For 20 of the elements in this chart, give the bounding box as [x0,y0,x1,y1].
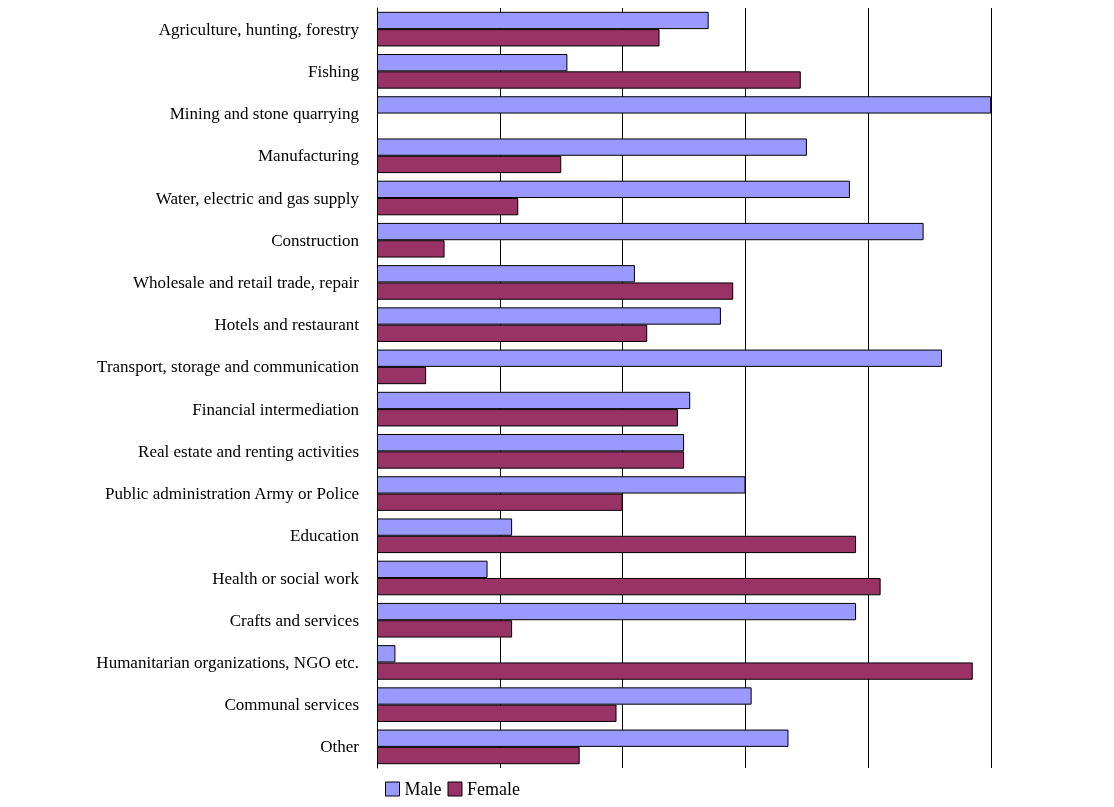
y-tick-label: Crafts and services [229,610,359,630]
y-tick-label: Financial intermediation [192,399,360,419]
legend-label: Male [404,779,442,799]
y-tick-label: Mining and stone quarrying [169,104,360,124]
y-tick-label: Humanitarian organizations, NGO etc. [96,652,359,672]
y-tick-label: Other [320,737,360,757]
y-tick-label: Health or social work [212,568,360,588]
y-tick-label: Manufacturing [257,146,360,166]
y-tick-label: Agriculture, hunting, forestry [158,19,360,39]
y-tick-label: Public administration Army or Police [104,484,359,504]
y-tick-label: Wholesale and retail trade, repair [132,272,360,292]
legend-label: Female [466,779,520,799]
y-tick-label: Transport, storage and communication [97,357,360,377]
y-tick-label: Construction [271,230,360,250]
y-tick-label: Real estate and renting activities [138,441,359,461]
y-tick-label: Hotels and restaurant [214,315,360,335]
y-tick-label: Education [290,526,360,546]
y-tick-label: Water, electric and gas supply [155,188,360,208]
y-tick-label: Fishing [307,61,360,81]
y-tick-label: Communal services [224,695,359,715]
